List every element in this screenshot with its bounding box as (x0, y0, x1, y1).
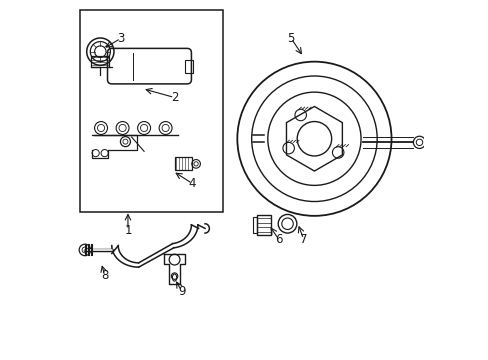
Text: 7: 7 (299, 233, 307, 246)
Bar (257, 215, 271, 235)
Bar (80, 10, 223, 212)
Text: 8: 8 (101, 269, 108, 282)
Text: 6: 6 (274, 233, 282, 246)
Bar (185, 60, 193, 73)
Text: 9: 9 (178, 285, 185, 298)
Text: 4: 4 (188, 177, 196, 190)
Bar (252, 217, 257, 233)
Bar (174, 157, 191, 170)
Text: 2: 2 (170, 91, 178, 104)
Text: 3: 3 (117, 32, 124, 45)
Text: 5: 5 (287, 32, 294, 45)
Bar (91, 55, 109, 67)
Text: 1: 1 (124, 224, 131, 237)
